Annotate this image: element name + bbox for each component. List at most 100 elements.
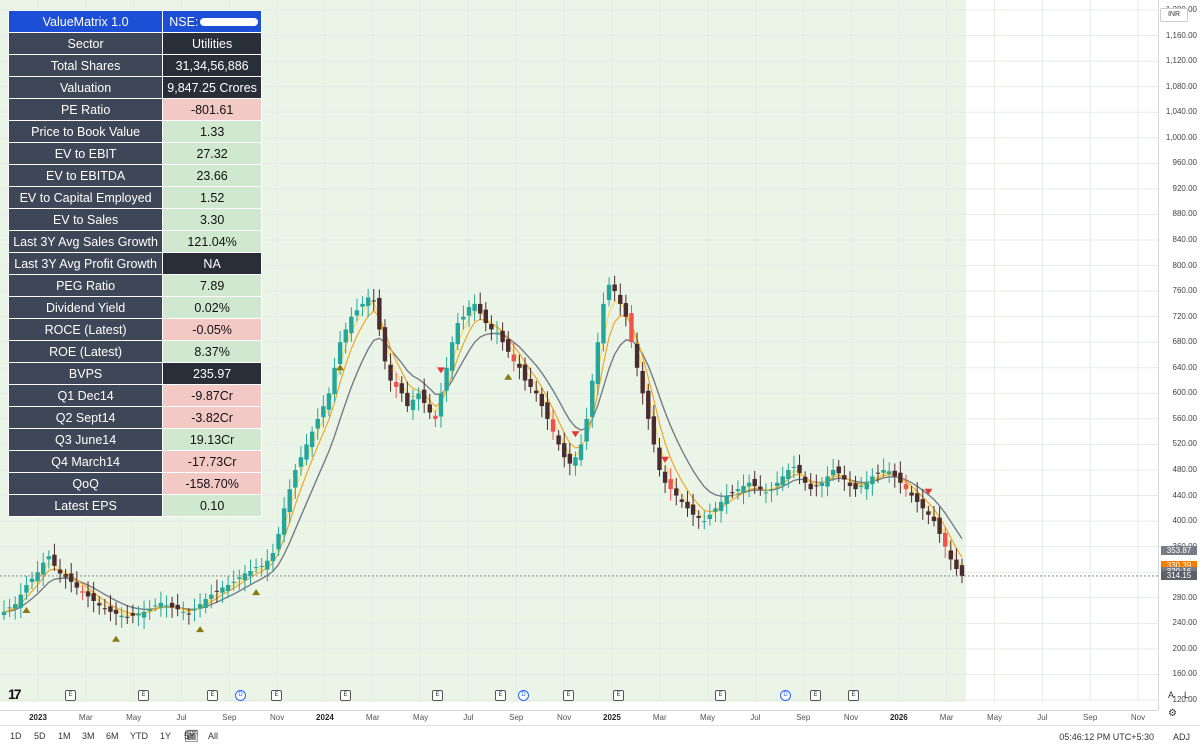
- candle-body: [769, 489, 774, 491]
- row-value: 27.32: [163, 143, 261, 164]
- auto-scale-button[interactable]: A: [1168, 690, 1175, 700]
- candle-body: [393, 381, 399, 387]
- row-label: Q4 March14: [9, 451, 163, 472]
- tradingview-logo[interactable]: 17: [8, 686, 22, 702]
- calendar-icon[interactable]: 🗓: [184, 729, 200, 743]
- buy-signal-triangle: [22, 607, 31, 613]
- earnings-marker[interactable]: E: [271, 690, 282, 701]
- earnings-marker[interactable]: E: [432, 690, 443, 701]
- row-label: ROE (Latest): [9, 341, 163, 362]
- adj-button[interactable]: ADJ: [1172, 732, 1190, 742]
- range-button-all[interactable]: All: [208, 731, 219, 741]
- table-row: Q3 June14 19.13Cr: [9, 429, 261, 450]
- candle-body: [433, 415, 438, 419]
- range-button-5d[interactable]: 5D: [34, 731, 46, 741]
- time-axis-label: Jul: [1037, 713, 1048, 722]
- candle-body: [203, 599, 208, 608]
- candle-body: [494, 332, 500, 334]
- candle-body: [365, 297, 371, 306]
- candle-body: [136, 613, 141, 616]
- candle-body: [926, 511, 931, 515]
- candle-body: [679, 499, 685, 502]
- candle-body: [909, 492, 914, 496]
- range-button-ytd[interactable]: YTD: [130, 731, 148, 741]
- time-axis-label: Sep: [796, 713, 811, 722]
- candle-body: [399, 383, 404, 394]
- row-label: EV to EBIT: [9, 143, 163, 164]
- candle-body: [629, 313, 634, 343]
- row-value: 23.66: [163, 165, 261, 186]
- time-axis-label: Mar: [78, 713, 93, 722]
- candle-body: [130, 613, 136, 616]
- candle-body: [259, 565, 264, 567]
- earnings-marker[interactable]: E: [563, 690, 574, 701]
- row-label: Q2 Sept14: [9, 407, 163, 428]
- candle-body: [225, 585, 231, 591]
- candle-body: [13, 604, 18, 609]
- range-button-1y[interactable]: 1Y: [160, 731, 172, 741]
- candle-body: [842, 475, 847, 480]
- earnings-marker[interactable]: E: [495, 690, 506, 701]
- range-button-6m[interactable]: 6M: [106, 731, 119, 741]
- gear-icon[interactable]: ⚙: [1168, 708, 1177, 719]
- earnings-marker[interactable]: E: [810, 690, 821, 701]
- candle-body: [141, 611, 147, 618]
- table-row: Q1 Dec14 -9.87Cr: [9, 385, 261, 406]
- candle-body: [562, 443, 567, 458]
- price-scale[interactable]: 1,200.001,160.001,120.001,080.001,040.00…: [1158, 0, 1200, 710]
- row-value: 1.52: [163, 187, 261, 208]
- row-value: 31,34,56,886: [163, 55, 261, 76]
- earnings-marker[interactable]: E: [848, 690, 859, 701]
- time-axis-label: 2024: [316, 713, 334, 722]
- range-button-5y[interactable]: 5Y: [184, 731, 196, 741]
- earnings-marker[interactable]: E: [65, 690, 76, 701]
- dividend-marker[interactable]: D: [780, 690, 791, 701]
- earnings-marker[interactable]: E: [207, 690, 218, 701]
- candle-body: [662, 471, 668, 483]
- time-axis-label: Sep: [222, 713, 237, 722]
- candle-body: [808, 483, 813, 490]
- candle-body: [870, 476, 875, 485]
- price-tick-label: 280.00: [1172, 592, 1197, 602]
- candle-body: [427, 404, 432, 413]
- table-row: ROE (Latest) 8.37%: [9, 341, 261, 362]
- candle-body: [349, 316, 354, 334]
- dividend-marker[interactable]: D: [518, 690, 529, 701]
- candle-body: [937, 517, 942, 534]
- row-label: Latest EPS: [9, 495, 163, 516]
- candle-body: [786, 470, 791, 480]
- candle-body: [97, 603, 102, 606]
- price-tick-label: 1,080.00: [1165, 81, 1197, 91]
- candle-body: [461, 316, 466, 320]
- row-label: Q3 June14: [9, 429, 163, 450]
- candle-body: [506, 339, 511, 352]
- earnings-marker[interactable]: E: [613, 690, 624, 701]
- earnings-marker[interactable]: E: [138, 690, 149, 701]
- ema-mid-line: [3, 301, 963, 616]
- range-button-1d[interactable]: 1D: [10, 731, 22, 741]
- candle-body: [276, 533, 281, 550]
- candle-body: [696, 515, 701, 518]
- candle-body: [405, 392, 410, 407]
- price-tick-label: 600.00: [1172, 388, 1197, 398]
- buy-signal-triangle: [112, 635, 121, 642]
- candle-body: [556, 435, 561, 445]
- sell-signal-triangle: [661, 456, 670, 463]
- earnings-marker[interactable]: E: [715, 690, 726, 701]
- range-button-1m[interactable]: 1M: [58, 731, 71, 741]
- log-scale-button[interactable]: L: [1184, 690, 1190, 700]
- earnings-marker[interactable]: E: [340, 690, 351, 701]
- candle-body: [584, 418, 589, 442]
- price-tick-label: 720.00: [1172, 311, 1197, 321]
- candle-body: [590, 380, 595, 417]
- candle-body: [657, 447, 662, 470]
- dividend-marker[interactable]: D: [235, 690, 246, 701]
- row-label: Q1 Dec14: [9, 385, 163, 406]
- row-label: ROCE (Latest): [9, 319, 163, 340]
- range-button-3m[interactable]: 3M: [82, 731, 95, 741]
- currency-label[interactable]: INR: [1160, 8, 1188, 22]
- clock[interactable]: 05:46:12 PM UTC+5:30: [1059, 732, 1154, 742]
- time-axis[interactable]: 2023 Mar May Jul Sep Nov 2024 Mar May Jul Sep Nov 20…: [0, 710, 1158, 725]
- candle-body: [730, 492, 735, 494]
- price-tick-label: 520.00: [1172, 439, 1197, 449]
